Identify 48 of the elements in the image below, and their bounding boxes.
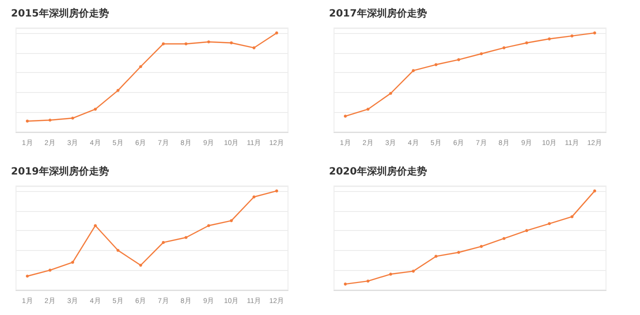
point bbox=[412, 69, 415, 72]
point bbox=[275, 189, 278, 192]
point bbox=[116, 248, 120, 252]
point bbox=[162, 42, 165, 46]
point bbox=[230, 41, 233, 44]
chart-title: 2020年深圳房价走势 bbox=[329, 166, 427, 178]
point bbox=[570, 34, 574, 38]
point bbox=[434, 63, 438, 66]
point bbox=[389, 272, 392, 276]
point bbox=[366, 280, 370, 283]
point bbox=[548, 222, 551, 226]
point bbox=[94, 224, 97, 228]
point bbox=[207, 40, 210, 44]
point bbox=[48, 118, 52, 122]
point bbox=[593, 31, 596, 34]
point bbox=[502, 46, 506, 50]
point bbox=[252, 46, 256, 50]
point bbox=[525, 41, 528, 44]
point bbox=[275, 31, 278, 34]
point bbox=[434, 254, 438, 258]
point bbox=[26, 120, 29, 123]
chart-title: 2015年深圳房价走势 bbox=[11, 8, 109, 20]
point bbox=[457, 58, 460, 62]
point bbox=[252, 195, 256, 198]
point bbox=[230, 219, 233, 222]
point bbox=[412, 270, 415, 273]
point bbox=[480, 52, 483, 56]
point bbox=[184, 42, 188, 46]
point bbox=[593, 189, 596, 192]
chart-title: 2019年深圳房价走势 bbox=[11, 166, 109, 178]
point bbox=[344, 282, 347, 286]
point bbox=[26, 274, 29, 278]
point bbox=[570, 215, 574, 218]
point bbox=[207, 224, 210, 228]
point bbox=[548, 37, 551, 40]
point bbox=[116, 88, 120, 92]
point bbox=[366, 108, 370, 111]
point bbox=[94, 108, 97, 111]
point bbox=[344, 114, 347, 118]
point bbox=[480, 244, 483, 248]
point bbox=[389, 92, 392, 95]
point bbox=[48, 268, 52, 272]
point bbox=[139, 65, 142, 68]
chart-title: 2017年深圳房价走势 bbox=[329, 8, 427, 20]
point bbox=[457, 250, 460, 254]
point bbox=[525, 229, 528, 232]
point bbox=[71, 116, 74, 120]
point bbox=[162, 240, 165, 244]
